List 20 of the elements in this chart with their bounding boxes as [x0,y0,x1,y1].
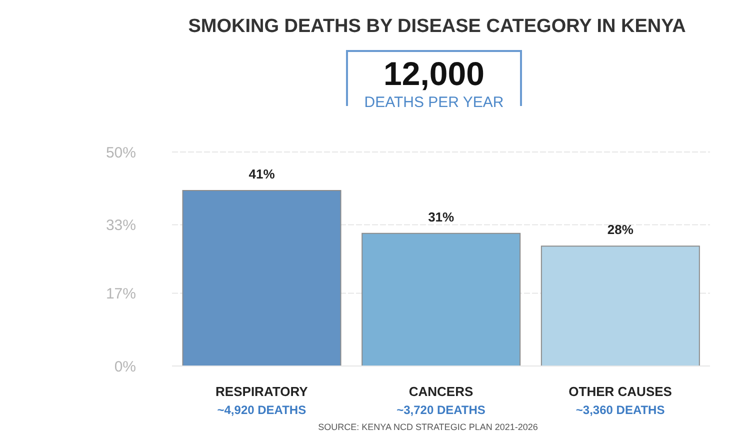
data-label: 28% [607,222,634,238]
y-tick-label: 17% [106,286,136,303]
text: DEATHS PER YEAR [361,94,507,111]
x-tick-label: OTHER CAUSES [568,384,672,399]
text: ~3,360 DEATHS [576,403,665,417]
y-tick-label: 50% [106,144,136,162]
text: ~3,720 DEATHS [396,403,486,417]
text: ~4,920 DEATHS [217,403,306,417]
bar [362,232,521,366]
chart-title: SMOKING DEATHS BY DISEASE CATEGORY IN KENYA [187,16,687,38]
x-tick-label: CANCERS [408,384,474,399]
bar [182,190,342,366]
y-tick-label: 0% [114,358,136,376]
source-note: SOURCE: KENYA NCD STRATEGIC PLAN 2021-2026 [317,422,539,432]
chart-subtitle: 12,000 [382,54,486,94]
y-tick-label: 33% [106,217,136,234]
data-label: 31% [428,209,455,224]
bar [540,246,700,366]
data-label: 41% [248,166,276,182]
x-tick-label: RESPIRATORY [216,384,308,399]
